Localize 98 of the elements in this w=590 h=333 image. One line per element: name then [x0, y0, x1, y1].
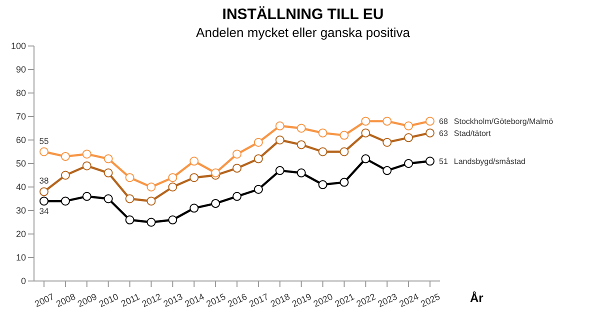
- point: [361, 154, 370, 164]
- point: [318, 128, 328, 138]
- point: [125, 173, 134, 182]
- point: [275, 121, 284, 130]
- point: [426, 156, 434, 166]
- x-tick-label: 2012: [140, 292, 163, 310]
- point: [232, 164, 242, 173]
- point: [404, 121, 414, 130]
- y-tick-label: 20: [16, 229, 26, 240]
- text: Stockholm/Göteborg/Malmö: [454, 117, 554, 126]
- y-tick-label: 90: [16, 64, 26, 75]
- point: [426, 116, 434, 126]
- x-tick-label: 2009: [76, 292, 98, 310]
- x-tick-label: 2011: [120, 292, 142, 309]
- text: Landsbygd/småstad: [454, 156, 526, 166]
- x-tick-label: 2007: [33, 292, 56, 310]
- x-axis-title: År: [470, 291, 484, 305]
- x-tick-label: 2018: [269, 292, 292, 310]
- point: [254, 138, 263, 147]
- point: [275, 166, 284, 176]
- y-tick-label: 40: [16, 182, 26, 192]
- point: [190, 173, 199, 182]
- data-label: 51: [439, 156, 448, 166]
- point: [361, 128, 370, 138]
- x-tick-label: 2019: [290, 292, 313, 310]
- point: [382, 166, 392, 176]
- x-tick-label: 2008: [54, 292, 77, 310]
- point: [318, 147, 328, 156]
- point: [340, 130, 349, 140]
- point: [125, 194, 134, 204]
- point: [104, 168, 113, 178]
- x-tick-label: 2013: [162, 292, 184, 310]
- data-label: 55: [39, 136, 49, 146]
- point: [60, 170, 70, 180]
- point: [104, 154, 113, 164]
- chart-title: INSTÄLLNING TILL EU: [221, 6, 385, 23]
- x-tick-label: 2020: [312, 292, 334, 310]
- point: [146, 182, 156, 192]
- x-tick-label: 2023: [376, 292, 399, 310]
- point: [60, 152, 70, 161]
- point: [190, 156, 199, 166]
- y-tick-label: 0: [20, 276, 26, 286]
- point: [232, 192, 242, 201]
- y-tick-label: 70: [16, 112, 26, 122]
- point: [296, 140, 306, 150]
- y-tick-label: 10: [16, 252, 26, 263]
- x-tick-label: 2016: [226, 292, 249, 310]
- data-label: 68: [439, 117, 448, 126]
- x-tick-label: 2017: [248, 292, 270, 310]
- point: [168, 173, 178, 182]
- x-tick-label: 2015: [204, 292, 228, 310]
- point: [82, 150, 92, 159]
- point: [340, 178, 349, 187]
- point: [296, 124, 306, 133]
- point: [40, 187, 48, 196]
- y-tick-label: 60: [16, 135, 26, 146]
- x-tick-label: 2014: [183, 292, 206, 310]
- point: [254, 154, 263, 164]
- point: [82, 192, 92, 201]
- point: [232, 150, 242, 159]
- x-tick-label: 2022: [354, 292, 378, 310]
- point: [146, 196, 156, 206]
- point: [168, 182, 178, 192]
- point: [382, 138, 392, 147]
- point: [190, 204, 199, 213]
- data-label: 38: [39, 176, 49, 186]
- point: [60, 196, 70, 206]
- x-tick-label: 2024: [398, 292, 420, 310]
- point: [168, 215, 178, 224]
- x-tick-label: 2021: [333, 292, 356, 310]
- point: [82, 161, 92, 170]
- point: [340, 147, 349, 156]
- data-label: 34: [39, 206, 49, 216]
- point: [296, 168, 306, 178]
- point: [275, 136, 284, 144]
- point: [361, 116, 370, 126]
- point: [211, 198, 220, 208]
- chart-subtitle: Andelen mycket eller ganska positiva: [195, 25, 411, 40]
- point: [318, 180, 328, 190]
- x-tick-label: 2025: [419, 292, 442, 310]
- x-tick-label: 2010: [98, 292, 120, 310]
- data-label: 63: [439, 128, 448, 138]
- point: [104, 194, 113, 204]
- point: [146, 218, 156, 227]
- y-tick-label: 80: [16, 88, 26, 98]
- point: [211, 168, 220, 178]
- point: [125, 215, 134, 224]
- point: [404, 159, 414, 168]
- point: [254, 184, 263, 194]
- point: [404, 133, 414, 142]
- y-tick-label: 100: [10, 41, 26, 52]
- point: [40, 196, 48, 206]
- point: [426, 128, 434, 138]
- point: [382, 116, 392, 126]
- point: [40, 147, 48, 156]
- text: Stad/tätort: [454, 128, 492, 138]
- y-tick-label: 50: [16, 158, 26, 169]
- y-tick-label: 30: [16, 206, 26, 216]
